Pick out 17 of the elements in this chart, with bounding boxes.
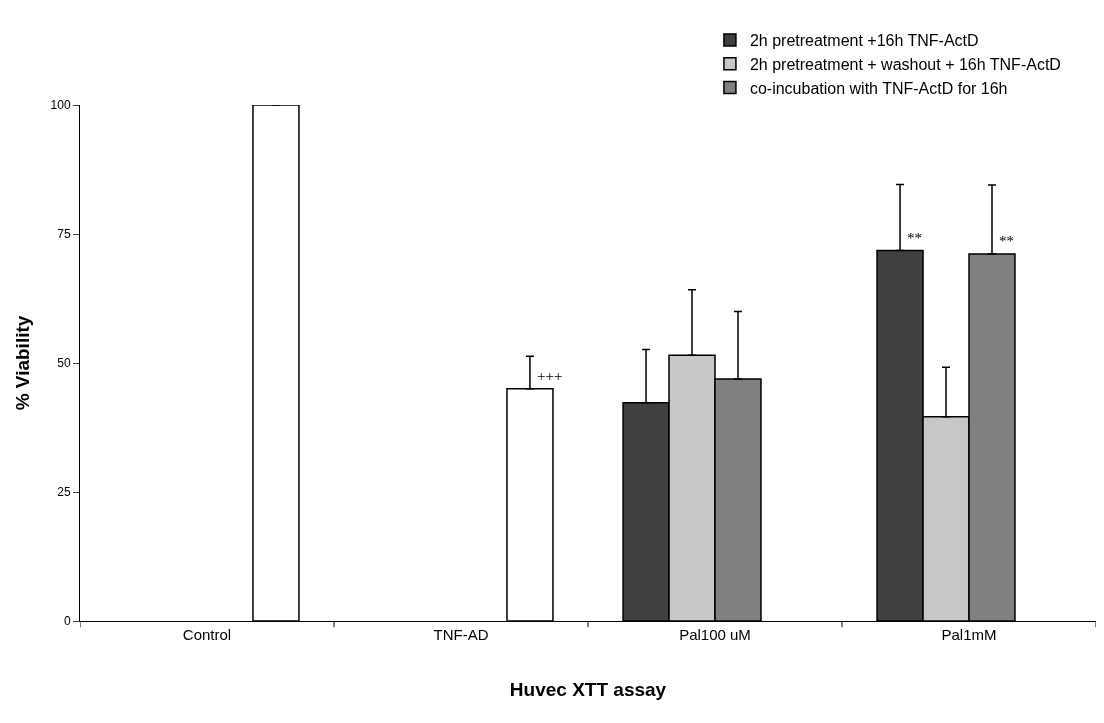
legend-label: 2h pretreatment + washout + 16h TNF-ActD (749, 55, 1061, 73)
y-axis-title: % Viability (12, 315, 34, 411)
legend-label: 2h pretreatment +16h TNF-ActD (749, 32, 979, 50)
legend-label: co-incubation with TNF-ActD for 16h (749, 79, 1008, 97)
data-label: ** (907, 230, 922, 246)
data-label: ** (999, 233, 1014, 249)
y-tick-label: 50 (57, 356, 71, 371)
x-tick-label: TNF-AD (433, 626, 489, 643)
x-tick-label: Control (182, 626, 232, 643)
y-tick-label: 25 (57, 485, 71, 500)
x-tick-label: Pal100 uM (679, 626, 751, 643)
y-tick-label: 75 (57, 227, 71, 242)
x-tick-label: Pal1mM (941, 626, 997, 643)
x-axis-title: Huvec XTT assay (509, 678, 667, 700)
y-tick-label: 0 (63, 614, 71, 629)
y-tick-label: 100 (50, 98, 71, 113)
data-label: +++ (537, 368, 563, 384)
